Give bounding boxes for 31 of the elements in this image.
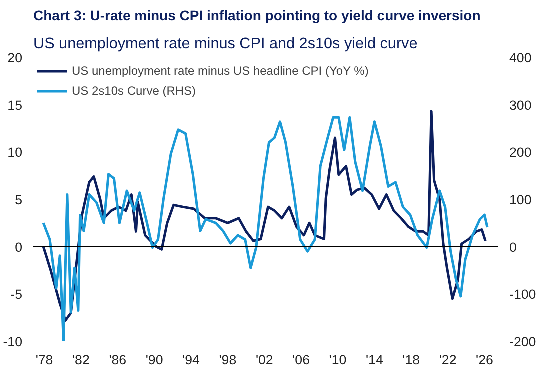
x-tick-label: '18 <box>402 352 420 368</box>
y-tick-label: 10 <box>8 145 23 160</box>
y2-tick-label: 100 <box>510 192 532 208</box>
x-tick-label: '86 <box>109 352 127 368</box>
y2-tick-label: -100 <box>510 287 536 302</box>
chart-title: Chart 3: U-rate minus CPI inflation pointing to yield curve inversion <box>34 8 481 24</box>
legend-label: US 2s10s Curve (RHS) <box>72 84 196 98</box>
x-tick-label: '26 <box>476 352 494 368</box>
chart-subtitle: US unemployment rate minus CPI and 2s10s yield curve <box>34 36 418 52</box>
y2-tick-label: 400 <box>510 50 532 66</box>
y2-tick-label: 300 <box>510 98 532 113</box>
x-tick-label: '90 <box>146 352 164 368</box>
y2-tick-label: 200 <box>510 145 532 160</box>
x-tick-label: '22 <box>439 352 457 368</box>
y2-tick-label: 0 <box>510 240 517 255</box>
legend-label: US unemployment rate minus US headline CPI (YoY %) <box>72 64 369 78</box>
y-tick-label: 5 <box>15 192 23 208</box>
x-tick-label: '78 <box>36 352 54 368</box>
x-tick-label: '14 <box>366 352 384 368</box>
x-tick-label: '94 <box>182 352 201 368</box>
x-tick-label: '98 <box>219 352 237 368</box>
x-tick-label: '06 <box>292 352 310 368</box>
y-tick-label: -10 <box>3 334 22 350</box>
x-tick-label: '82 <box>72 352 90 368</box>
y-tick-label: 15 <box>8 98 23 113</box>
y-tick-label: -5 <box>10 287 23 302</box>
x-tick-label: '02 <box>256 352 274 368</box>
x-tick-label: '10 <box>329 352 347 368</box>
y2-tick-label: -200 <box>510 334 536 350</box>
y-tick-label: 20 <box>8 50 23 66</box>
y-tick-label: 0 <box>15 240 23 255</box>
